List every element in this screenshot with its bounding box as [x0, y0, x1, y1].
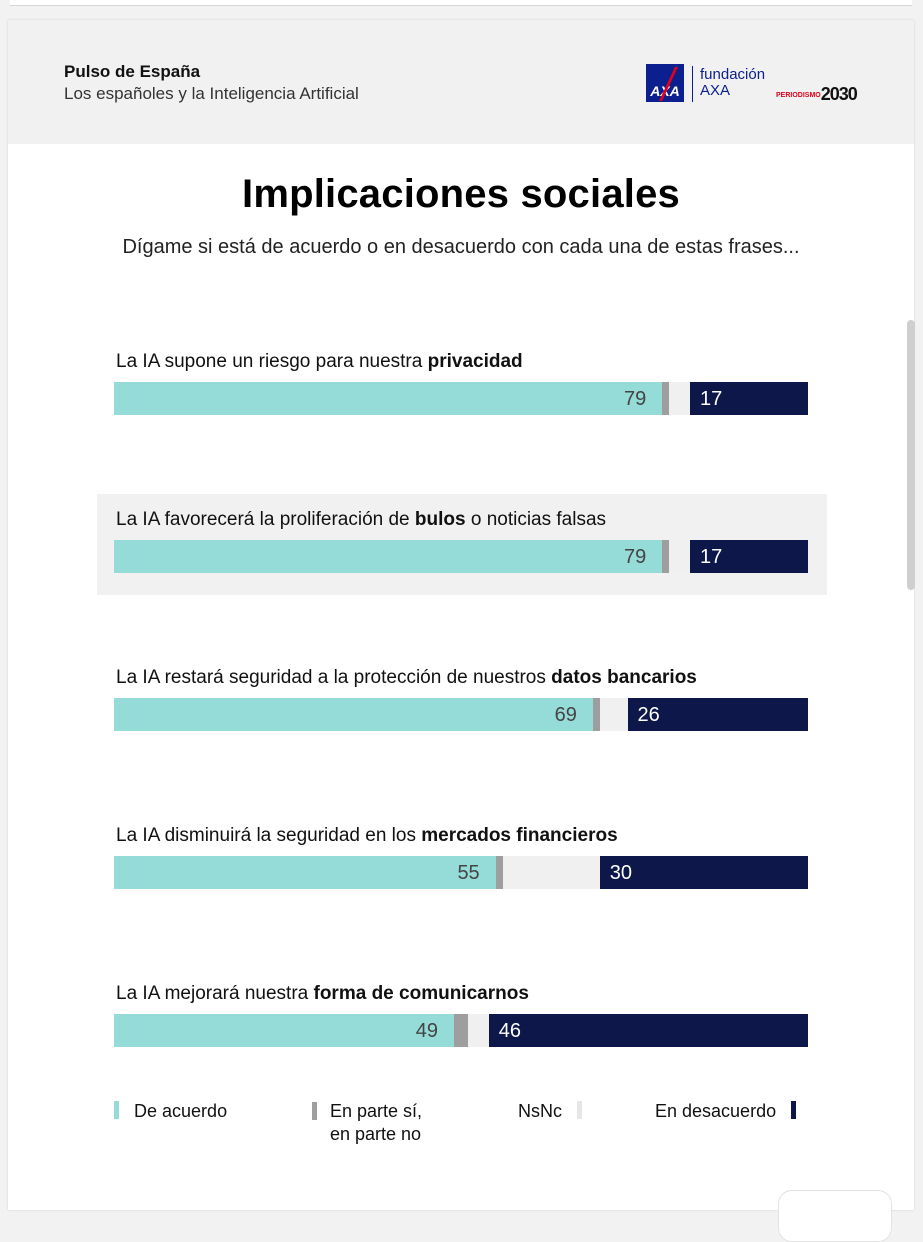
- nsnc-segment: [502, 856, 600, 889]
- disagree-value-label: 46: [498, 1020, 521, 1042]
- row-label-text: La IA supone un riesgo para nuestra: [116, 351, 428, 372]
- row-label-text: La IA restará seguridad a la protección …: [116, 667, 552, 688]
- stacked-bar: 55 30: [114, 856, 808, 889]
- axa-logo-icon: AXA: [646, 64, 684, 102]
- periodismo-2030-logo: PERIODISMO2030: [776, 84, 858, 104]
- top-strip: [0, 0, 923, 20]
- row-label-bold: mercados financieros: [421, 825, 618, 846]
- partial-segment: [454, 1014, 468, 1047]
- row-label-text: La IA favorecerá la proliferación de: [116, 509, 415, 530]
- disagree-segment: [488, 1014, 808, 1047]
- chart-subtitle: Dígame si está de acuerdo o en desacuerd…: [122, 236, 800, 258]
- scrollbar-thumb[interactable]: [907, 320, 915, 590]
- previous-card-edge: [10, 0, 912, 6]
- row-label-bold: forma de comunicarnos: [313, 983, 529, 1004]
- partial-segment: [495, 856, 503, 889]
- chart-card: Pulso de España Los españoles y la Intel…: [8, 20, 915, 1242]
- nsnc-segment: [669, 540, 690, 573]
- legend-item-partial: En parte sí, en parte no: [312, 1100, 422, 1146]
- stacked-bar: 79 17: [114, 540, 808, 573]
- nsnc-segment: [467, 1014, 489, 1047]
- chart-title: Implicaciones sociales: [242, 172, 680, 216]
- agree-value-label: 79: [624, 388, 647, 410]
- disagree-value-label: 30: [609, 862, 633, 884]
- row-label: La IA favorecerá la proliferación de bul…: [116, 509, 606, 531]
- agree-value-label: 79: [624, 546, 647, 568]
- row-label-bold: bulos: [414, 509, 466, 530]
- disagree-value-label: 17: [700, 388, 723, 410]
- legend-item-nsnc: NsNc: [518, 1100, 583, 1123]
- agree-segment: [114, 1014, 455, 1047]
- chart-legend: De acuerdo En parte sí, en parte no NsNc…: [8, 1100, 914, 1160]
- legend-item-agree: De acuerdo: [114, 1100, 227, 1123]
- fundacion-axa-text: fundación AXA: [700, 66, 766, 99]
- disagree-segment: [690, 540, 808, 573]
- card-header: Pulso de España Los españoles y la Intel…: [8, 20, 914, 144]
- agree-value-label: 69: [554, 704, 577, 726]
- legend-swatch-partial: [312, 1102, 317, 1120]
- legend-swatch-agree: [114, 1101, 119, 1119]
- partial-segment: [592, 698, 600, 731]
- partial-segment: [662, 382, 670, 415]
- disagree-segment: [627, 698, 808, 731]
- stacked-bar: 79 17: [114, 382, 808, 415]
- agree-segment: [114, 382, 663, 415]
- disagree-segment: [690, 382, 808, 415]
- legend-item-disagree: En desacuerdo: [655, 1100, 797, 1123]
- agree-segment: [114, 856, 496, 889]
- fundacion-axa-logo: AXA fundación AXA PERIODISMO2030: [646, 64, 876, 104]
- disagree-segment: [599, 856, 808, 889]
- row-label: La IA mejorará nuestra forma de comunica…: [116, 983, 529, 1005]
- stacked-bar: 49 46: [114, 1014, 808, 1047]
- agree-segment: [114, 540, 663, 573]
- header-title: Pulso de España: [64, 62, 201, 81]
- agree-segment: [114, 698, 593, 731]
- logo-separator: [692, 66, 693, 102]
- disagree-value-label: 26: [637, 704, 660, 726]
- stacked-bar: 69 26: [114, 698, 808, 731]
- row-label-text: o noticias falsas: [465, 509, 607, 530]
- disagree-value-label: 17: [700, 546, 723, 568]
- header-subtitle: Los españoles y la Inteligencia Artifici…: [64, 84, 359, 103]
- partial-segment: [662, 540, 670, 573]
- row-label: La IA supone un riesgo para nuestra priv…: [116, 351, 523, 373]
- legend-swatch-disagree: [791, 1101, 797, 1119]
- row-label-bold: privacidad: [427, 351, 523, 372]
- nsnc-segment: [669, 382, 690, 415]
- legend-swatch-nsnc: [577, 1101, 583, 1119]
- row-label-text: La IA disminuirá la seguridad en los: [116, 825, 422, 846]
- agree-value-label: 49: [415, 1020, 439, 1042]
- row-label-bold: datos bancarios: [551, 667, 697, 688]
- row-label-text: La IA mejorará nuestra: [116, 983, 314, 1004]
- nsnc-segment: [599, 698, 628, 731]
- floating-button[interactable]: [778, 1190, 892, 1242]
- agree-value-label: 55: [457, 862, 480, 884]
- row-label: La IA restará seguridad a la protección …: [116, 667, 697, 689]
- row-label: La IA disminuirá la seguridad en los mer…: [116, 825, 618, 847]
